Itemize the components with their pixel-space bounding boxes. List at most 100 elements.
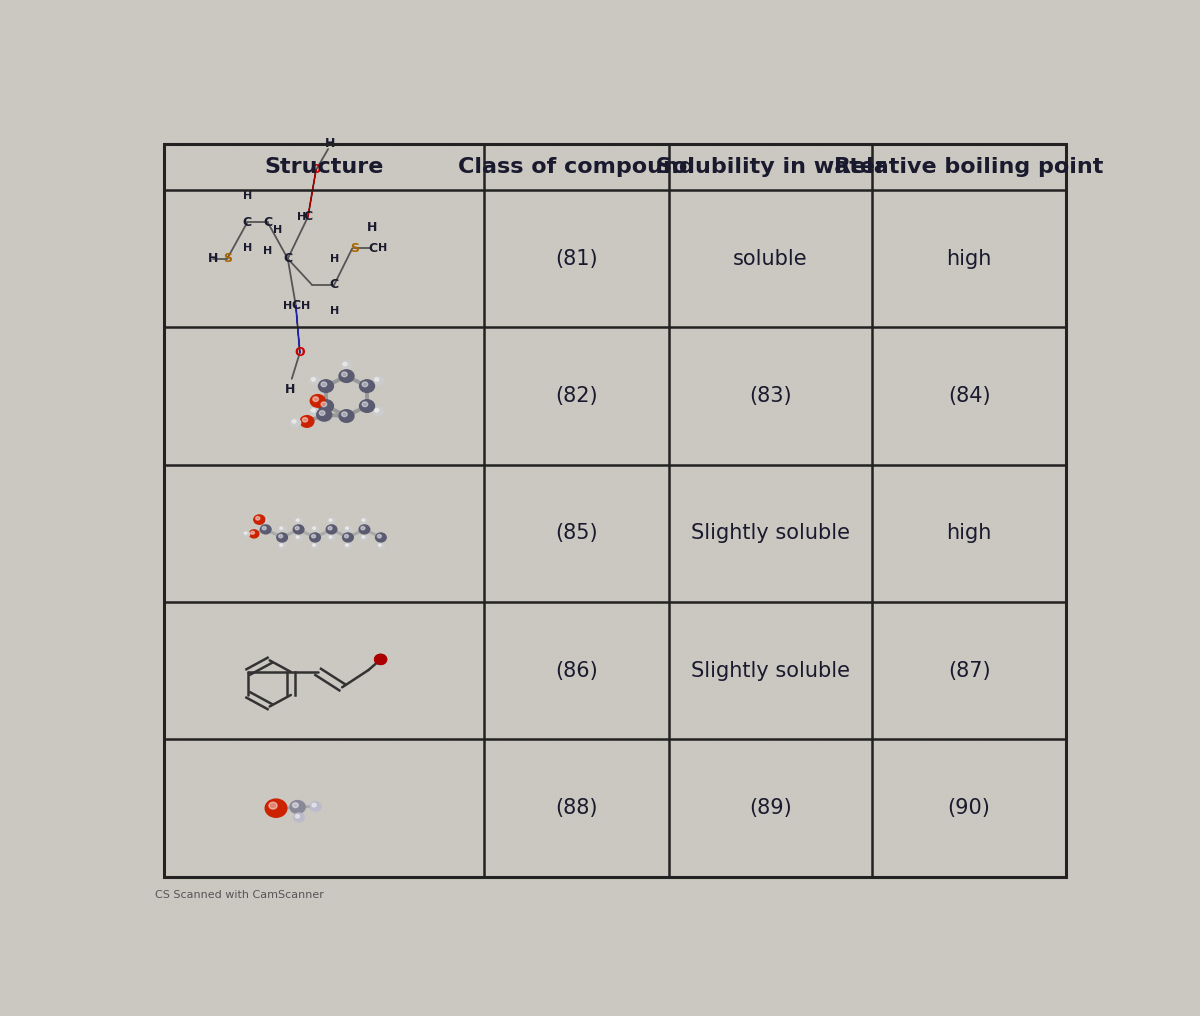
Text: (81): (81) bbox=[556, 249, 598, 268]
Circle shape bbox=[340, 370, 354, 382]
Circle shape bbox=[302, 418, 307, 422]
Circle shape bbox=[310, 802, 322, 811]
Circle shape bbox=[342, 411, 347, 417]
Circle shape bbox=[340, 409, 354, 423]
Text: H: H bbox=[242, 191, 252, 201]
Text: high: high bbox=[947, 249, 991, 268]
Circle shape bbox=[310, 376, 320, 385]
Circle shape bbox=[328, 518, 335, 524]
Text: H: H bbox=[242, 243, 252, 253]
Circle shape bbox=[377, 543, 384, 549]
Circle shape bbox=[362, 382, 367, 387]
Circle shape bbox=[346, 544, 348, 547]
Text: high: high bbox=[947, 523, 991, 544]
Text: H: H bbox=[330, 306, 338, 316]
Circle shape bbox=[376, 533, 386, 542]
Circle shape bbox=[374, 654, 386, 664]
Circle shape bbox=[296, 519, 299, 521]
Circle shape bbox=[293, 803, 299, 808]
Circle shape bbox=[290, 419, 301, 427]
Circle shape bbox=[312, 534, 316, 537]
Circle shape bbox=[256, 516, 260, 520]
Circle shape bbox=[322, 382, 326, 387]
Circle shape bbox=[280, 544, 282, 547]
Text: H: H bbox=[378, 243, 388, 253]
Circle shape bbox=[311, 394, 325, 407]
Circle shape bbox=[328, 526, 332, 530]
Text: (87): (87) bbox=[948, 660, 990, 681]
Text: H: H bbox=[208, 252, 218, 265]
Circle shape bbox=[245, 532, 247, 534]
Circle shape bbox=[326, 525, 337, 533]
Circle shape bbox=[292, 420, 296, 423]
Circle shape bbox=[310, 407, 320, 416]
Text: C: C bbox=[330, 278, 338, 292]
Circle shape bbox=[359, 525, 370, 533]
Circle shape bbox=[277, 533, 288, 542]
Text: C: C bbox=[283, 252, 293, 265]
Circle shape bbox=[313, 544, 316, 547]
Circle shape bbox=[311, 408, 316, 411]
Text: H: H bbox=[263, 246, 272, 256]
Circle shape bbox=[319, 410, 325, 416]
Circle shape bbox=[317, 408, 331, 421]
Circle shape bbox=[361, 535, 368, 541]
Circle shape bbox=[260, 525, 271, 533]
Circle shape bbox=[280, 527, 282, 529]
Text: (90): (90) bbox=[948, 799, 990, 818]
Circle shape bbox=[361, 518, 368, 524]
Circle shape bbox=[265, 799, 287, 817]
Circle shape bbox=[343, 533, 353, 542]
Circle shape bbox=[329, 519, 332, 521]
Text: (86): (86) bbox=[556, 660, 598, 681]
Circle shape bbox=[296, 536, 299, 538]
Circle shape bbox=[373, 407, 383, 416]
Circle shape bbox=[295, 526, 299, 530]
Circle shape bbox=[269, 803, 277, 809]
Circle shape bbox=[374, 408, 379, 411]
Text: H: H bbox=[274, 225, 282, 235]
Circle shape bbox=[322, 402, 326, 406]
Text: Relative boiling point: Relative boiling point bbox=[834, 156, 1104, 177]
Circle shape bbox=[377, 534, 382, 537]
Circle shape bbox=[254, 515, 265, 524]
Circle shape bbox=[244, 531, 250, 536]
Text: H: H bbox=[283, 301, 293, 311]
Circle shape bbox=[312, 526, 318, 532]
Circle shape bbox=[344, 543, 352, 549]
Circle shape bbox=[293, 525, 304, 533]
Circle shape bbox=[313, 527, 316, 529]
Circle shape bbox=[278, 534, 283, 537]
Circle shape bbox=[295, 518, 302, 524]
Circle shape bbox=[300, 416, 314, 428]
Circle shape bbox=[250, 530, 259, 537]
Circle shape bbox=[251, 531, 254, 534]
Circle shape bbox=[378, 544, 382, 547]
Text: H: H bbox=[330, 254, 338, 264]
Text: C: C bbox=[242, 215, 252, 229]
Text: (89): (89) bbox=[749, 799, 792, 818]
Text: H: H bbox=[301, 301, 311, 311]
Text: S: S bbox=[223, 252, 232, 265]
Circle shape bbox=[313, 397, 318, 401]
Text: S: S bbox=[350, 242, 359, 255]
Circle shape bbox=[318, 380, 334, 392]
Text: Class of compound: Class of compound bbox=[458, 156, 695, 177]
Text: Structure: Structure bbox=[264, 156, 384, 177]
Text: Slightly soluble: Slightly soluble bbox=[691, 660, 850, 681]
Text: CS Scanned with CamScanner: CS Scanned with CamScanner bbox=[155, 890, 324, 900]
Text: H: H bbox=[298, 212, 306, 221]
Text: H: H bbox=[284, 383, 295, 395]
Circle shape bbox=[329, 536, 332, 538]
Circle shape bbox=[343, 363, 347, 366]
Circle shape bbox=[373, 376, 383, 385]
Text: (88): (88) bbox=[556, 799, 598, 818]
Circle shape bbox=[341, 361, 352, 370]
Circle shape bbox=[318, 399, 334, 412]
Text: H: H bbox=[325, 137, 335, 150]
Circle shape bbox=[263, 519, 266, 521]
Text: (85): (85) bbox=[556, 523, 598, 544]
Circle shape bbox=[312, 543, 318, 549]
Circle shape bbox=[312, 804, 316, 807]
Circle shape bbox=[262, 526, 266, 530]
